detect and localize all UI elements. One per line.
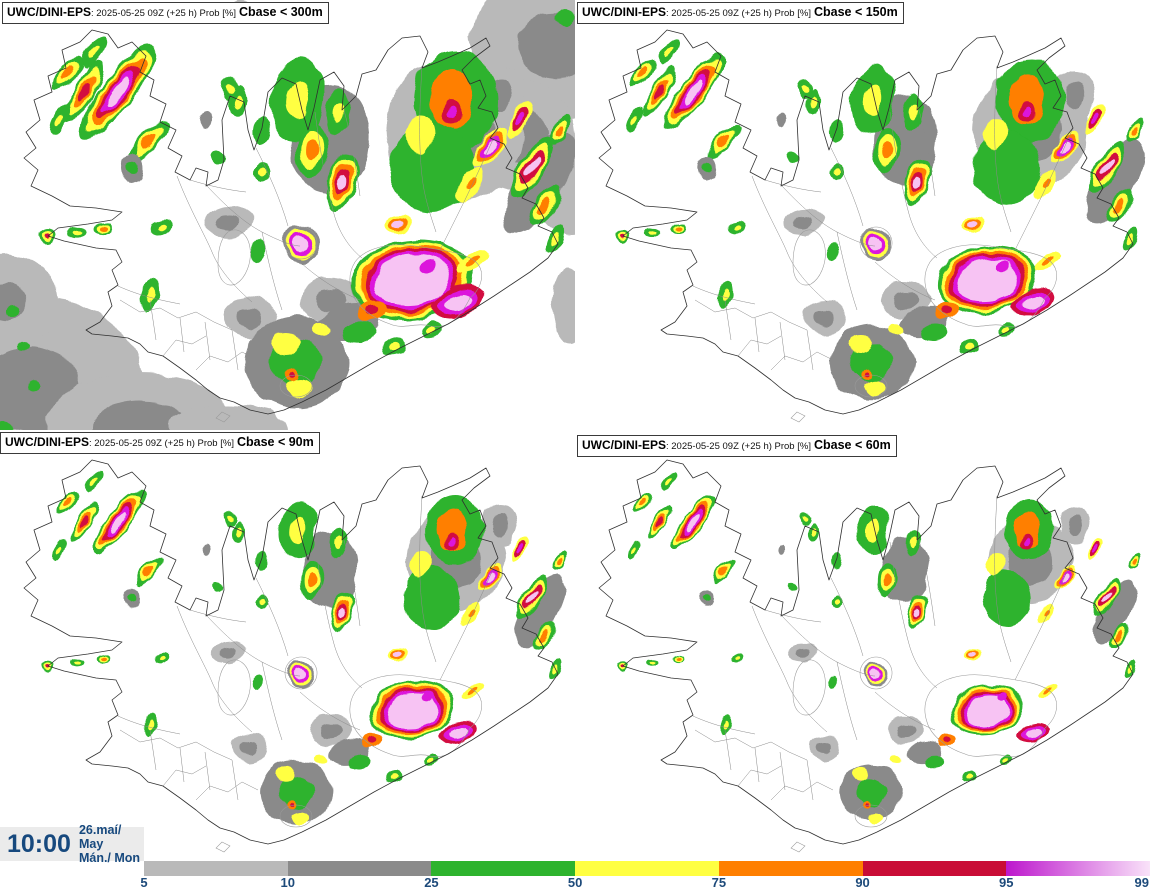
colorbar-segment-75 bbox=[718, 861, 863, 876]
iceland-map-60m bbox=[575, 430, 1150, 860]
threshold-label: Cbase < 300m bbox=[238, 5, 323, 19]
colorbar-label-50: 50 bbox=[567, 875, 583, 890]
panel-title-150m: UWC/DINI-EPS: 2025-05-25 09Z (+25 h) Pro… bbox=[577, 2, 904, 24]
model-label: UWC/DINI-EPS bbox=[5, 435, 89, 449]
colorbar-label-25: 25 bbox=[424, 875, 439, 890]
colorbar-segment-25 bbox=[431, 861, 576, 876]
run-meta-label: : 2025-05-25 09Z (+25 h) Prob [%] bbox=[666, 8, 811, 19]
model-label: UWC/DINI-EPS bbox=[7, 5, 91, 19]
map-panel-cbase-60m: UWC/DINI-EPS: 2025-05-25 09Z (+25 h) Pro… bbox=[575, 430, 1150, 860]
colorbar-label-5: 5 bbox=[140, 875, 148, 890]
map-panel-cbase-150m: UWC/DINI-EPS: 2025-05-25 09Z (+25 h) Pro… bbox=[575, 0, 1150, 430]
colorbar-label-95: 95 bbox=[999, 875, 1014, 890]
iceland-map-300m bbox=[0, 0, 575, 430]
map-panel-cbase-90m: UWC/DINI-EPS: 2025-05-25 09Z (+25 h) Pro… bbox=[0, 430, 575, 860]
probability-colorbar bbox=[144, 861, 1150, 876]
iceland-map-90m bbox=[0, 430, 575, 860]
panel-title-60m: UWC/DINI-EPS: 2025-05-25 09Z (+25 h) Pro… bbox=[577, 435, 897, 457]
colorbar-labels: 5 10 25 50 75 90 95 99 bbox=[0, 875, 1150, 891]
run-meta-label: : 2025-05-25 09Z (+25 h) Prob [%] bbox=[89, 438, 234, 449]
iceland-map-150m bbox=[575, 0, 1150, 430]
map-panel-cbase-300m: UWC/DINI-EPS: 2025-05-25 09Z (+25 h) Pro… bbox=[0, 0, 575, 430]
threshold-label: Cbase < 60m bbox=[813, 438, 891, 452]
run-meta-label: : 2025-05-25 09Z (+25 h) Prob [%] bbox=[91, 8, 236, 19]
colorbar-label-75: 75 bbox=[711, 875, 727, 890]
valid-time: 10:00 bbox=[7, 829, 71, 858]
panel-title-90m: UWC/DINI-EPS: 2025-05-25 09Z (+25 h) Pro… bbox=[0, 432, 320, 454]
colorbar-label-10: 10 bbox=[280, 875, 295, 890]
model-label: UWC/DINI-EPS bbox=[582, 438, 666, 452]
valid-date: 26.maí/ May Mán./ Mon bbox=[79, 823, 144, 865]
colorbar-segment-95 bbox=[1006, 861, 1150, 876]
colorbar-segment-5 bbox=[144, 861, 288, 876]
run-meta-label: : 2025-05-25 09Z (+25 h) Prob [%] bbox=[666, 441, 811, 452]
valid-date-line2: Mán./ Mon bbox=[78, 851, 141, 865]
model-label: UWC/DINI-EPS bbox=[582, 5, 666, 19]
colorbar-label-99: 99 bbox=[1134, 875, 1149, 890]
colorbar-segment-50 bbox=[575, 861, 719, 876]
panel-title-300m: UWC/DINI-EPS: 2025-05-25 09Z (+25 h) Pro… bbox=[2, 2, 329, 24]
valid-date-line1: 26.maí/ May bbox=[78, 823, 122, 851]
colorbar-segment-10 bbox=[287, 861, 432, 876]
threshold-label: Cbase < 150m bbox=[813, 5, 898, 19]
colorbar-label-90: 90 bbox=[855, 875, 870, 890]
colorbar-segment-90 bbox=[862, 861, 1007, 876]
valid-time-box: 10:00 26.maí/ May Mán./ Mon bbox=[0, 823, 144, 865]
threshold-label: Cbase < 90m bbox=[236, 435, 314, 449]
